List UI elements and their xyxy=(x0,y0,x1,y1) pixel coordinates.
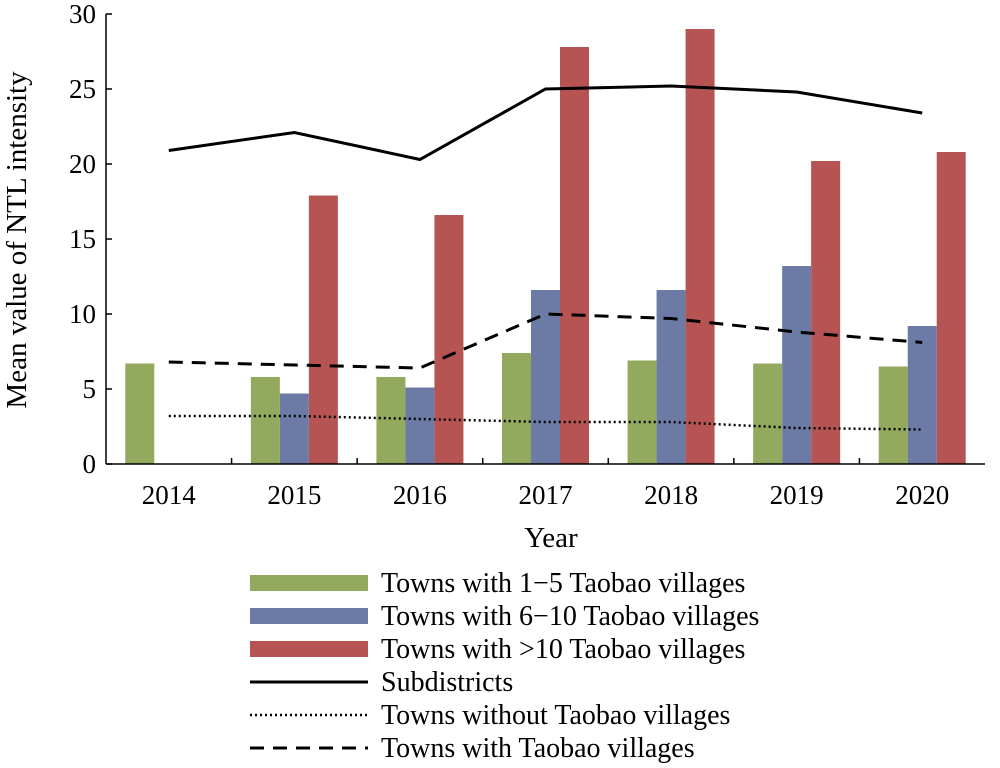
series-line-3 xyxy=(168,312,923,370)
legend-swatch xyxy=(250,575,368,591)
bar-1-2017 xyxy=(502,353,531,464)
bar-2-2016 xyxy=(405,387,435,464)
legend-swatch xyxy=(250,641,368,657)
series-line-1 xyxy=(168,84,923,162)
series-line-2 xyxy=(168,414,923,431)
bar-3-2015 xyxy=(308,195,338,464)
bar-2-2017 xyxy=(531,290,560,464)
bar-1-2020 xyxy=(878,366,908,464)
y-tick-label: 5 xyxy=(83,374,97,404)
y-tick-label: 25 xyxy=(69,74,96,104)
bar-1-2014 xyxy=(125,363,155,464)
x-tick-label: 2015 xyxy=(267,480,321,510)
bar-2-2018 xyxy=(656,290,686,464)
x-axis: 2014 2015 2016 2017 2018 2019 2020 xyxy=(106,458,985,510)
y-tick-label: 30 xyxy=(69,0,96,29)
bar-3-2019 xyxy=(811,161,841,464)
bar-3-2016 xyxy=(434,215,464,464)
legend-swatch xyxy=(250,608,368,624)
y-axis-title: Mean value of NTL intensity xyxy=(1,71,33,409)
bar-3-2017 xyxy=(560,47,589,464)
plot-area xyxy=(125,29,966,464)
bar-1-2015 xyxy=(250,377,280,464)
bar-2-2019 xyxy=(782,266,812,464)
bar-3-2020 xyxy=(936,152,966,464)
x-tick-label: 2014 xyxy=(142,480,197,510)
x-tick-label: 2018 xyxy=(644,480,698,510)
x-tick-label: 2020 xyxy=(895,480,949,510)
bar-2-2015 xyxy=(279,393,309,464)
y-tick-label: 10 xyxy=(69,299,96,329)
legend-label: Subdistricts xyxy=(381,667,513,698)
bar-1-2018 xyxy=(627,360,657,464)
legend-label: Towns with 6−10 Taobao villages xyxy=(381,601,759,632)
bar-1-2019 xyxy=(753,363,783,464)
bar-2-2020 xyxy=(907,326,937,464)
y-tick-label: 0 xyxy=(83,449,97,479)
bar-3-2018 xyxy=(685,29,715,464)
bar-1-2016 xyxy=(376,377,406,464)
x-tick-label: 2017 xyxy=(519,480,573,510)
legend-label: Towns with >10 Taobao villages xyxy=(381,634,745,665)
legend-label: Towns without Taobao villages xyxy=(381,700,730,731)
legend-label: Towns with Taobao villages xyxy=(381,733,695,764)
y-tick-label: 15 xyxy=(69,224,96,254)
y-axis: 0 5 10 15 20 25 30 xyxy=(69,0,112,479)
x-tick-label: 2016 xyxy=(393,480,447,510)
y-tick-label: 20 xyxy=(69,149,96,179)
x-axis-title: Year xyxy=(524,522,578,554)
legend-label: Towns with 1−5 Taobao villages xyxy=(381,568,745,599)
x-tick-label: 2019 xyxy=(770,480,824,510)
